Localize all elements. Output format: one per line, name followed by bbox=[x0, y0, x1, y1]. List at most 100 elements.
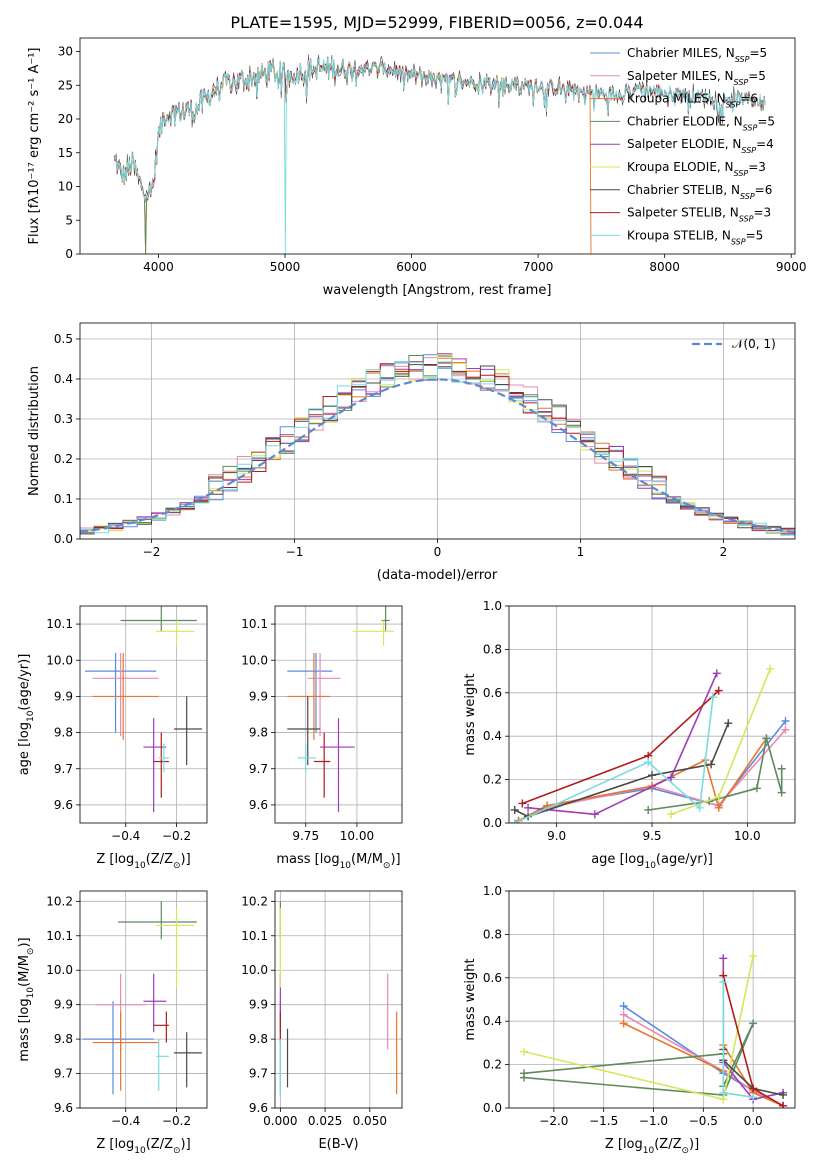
legend-label: Salpeter ELODIE, NSSP=4 bbox=[627, 137, 774, 155]
age-vs-mass-panel-frame bbox=[274, 605, 403, 824]
y-tick-label: 10.0 bbox=[241, 653, 268, 667]
weight-marker bbox=[519, 1069, 528, 1078]
weight-marker bbox=[714, 686, 723, 695]
x-tick-label: 2 bbox=[720, 545, 728, 559]
spectrum-ylabel: Flux [fλ10⁻¹⁷ erg cm⁻² s⁻¹ A⁻¹] bbox=[27, 48, 42, 245]
y-tick-label: 0.6 bbox=[483, 971, 502, 985]
x-tick-label: −0.2 bbox=[162, 1114, 191, 1128]
x-tick-label: 0.050 bbox=[353, 1114, 387, 1128]
mass-vs-EBV-panel-plot bbox=[279, 901, 398, 1098]
y-tick-label: 9.9 bbox=[54, 998, 73, 1012]
weight-marker bbox=[510, 805, 519, 814]
y-tick-label: 10 bbox=[58, 180, 73, 194]
mass-weight-vs-age-panel-plot bbox=[510, 664, 790, 823]
y-tick-label: 9.6 bbox=[54, 1101, 73, 1115]
y-tick-label: 1.0 bbox=[483, 599, 502, 613]
errorbar-kroupa-miles bbox=[287, 653, 331, 740]
weight-line bbox=[648, 738, 783, 811]
x-tick-label: 10.0 bbox=[734, 829, 761, 843]
y-tick-label: 9.7 bbox=[249, 762, 268, 776]
weight-marker bbox=[777, 764, 786, 773]
mass-vs-Z-panel-frame bbox=[79, 890, 208, 1109]
age-vs-Z-xlabel: Z [log10(Z/Z⊙)] bbox=[96, 852, 190, 871]
weight-series-salpeter-elodie bbox=[524, 669, 721, 819]
x-tick-label: −1.5 bbox=[589, 1114, 618, 1128]
mass-weight-vs-Z-panel: −2.0 −1.5 −1.0 −0.5 0.0 0.0 0.2 0.4 0.6 0.8 1.0 Z [… bbox=[463, 884, 796, 1156]
y-tick-label: 0.4 bbox=[54, 372, 73, 386]
age-vs-mass-panel: 9.75 10.00 9.6 9.7 9.8 9.9 10.0 10.1 mass [log10… bbox=[241, 605, 403, 871]
weight-marker bbox=[619, 1010, 628, 1019]
errorbar-chabrier-miles bbox=[82, 1001, 154, 1095]
legend-label: Kroupa MILES, NSSP=6 bbox=[627, 92, 758, 110]
y-tick-label: 30 bbox=[58, 45, 73, 59]
x-tick-label: −0.5 bbox=[689, 1114, 718, 1128]
weight-series-kroupa-elodie bbox=[519, 952, 758, 1104]
y-tick-label: 10.1 bbox=[46, 929, 73, 943]
spectrum-panel-frame bbox=[79, 37, 796, 255]
y-tick-label: 9.7 bbox=[54, 762, 73, 776]
mass-weight-vs-age-panel: 9.0 9.5 10.0 0.0 0.2 0.4 0.6 0.8 1.0 age [log10(a… bbox=[463, 599, 796, 871]
weight-series-kroupa-stelib bbox=[510, 693, 718, 823]
y-tick-label: 0.5 bbox=[54, 332, 73, 346]
y-tick-label: 0.4 bbox=[483, 1014, 502, 1028]
errorbar-kroupa-elodie bbox=[156, 620, 195, 646]
errorbar-salpeter-stelib bbox=[153, 1011, 169, 1043]
errorbar-salpeter-miles bbox=[307, 653, 341, 737]
weight-marker bbox=[524, 803, 533, 812]
age-vs-mass-panel-plot bbox=[287, 606, 394, 813]
weight-series-salpeter-stelib bbox=[518, 686, 723, 808]
y-tick-label: 9.7 bbox=[249, 1067, 268, 1081]
y-tick-label: 5 bbox=[65, 213, 73, 227]
y-tick-label: 0.8 bbox=[483, 642, 502, 656]
y-tick-label: 0.6 bbox=[483, 686, 502, 700]
y-tick-label: 9.8 bbox=[54, 726, 73, 740]
spectrum-series-kroupa-miles bbox=[114, 57, 592, 254]
y-tick-label: 9.6 bbox=[249, 798, 268, 812]
y-tick-label: 9.9 bbox=[249, 689, 268, 703]
errorbar-kroupa-stelib bbox=[158, 743, 169, 773]
errorbar-salpeter-elodie bbox=[320, 718, 355, 813]
mass-weight-vs-Z-ylabel: mass weight bbox=[463, 958, 478, 1040]
x-tick-label: 8000 bbox=[649, 260, 680, 274]
figure-title: PLATE=1595, MJD=52999, FIBERID=0056, z=0… bbox=[230, 13, 643, 32]
weight-marker bbox=[644, 805, 653, 814]
errorbar-salpeter-miles bbox=[92, 653, 159, 737]
legend-label: Chabrier ELODIE, NSSP=5 bbox=[627, 114, 775, 131]
x-tick-label: −1.0 bbox=[639, 1114, 668, 1128]
y-tick-label: 0.4 bbox=[483, 729, 502, 743]
weight-marker bbox=[779, 1101, 788, 1108]
errorbar-chabrier-elodie bbox=[120, 606, 197, 632]
x-tick-label: 6000 bbox=[396, 260, 427, 274]
y-tick-label: 9.7 bbox=[54, 1067, 73, 1081]
age-vs-Z-panel: −0.4 −0.2 9.6 9.7 9.8 9.9 10.0 10.1 Z [log10(Z/Z… bbox=[17, 605, 208, 871]
x-tick-label: 10.00 bbox=[340, 829, 374, 843]
y-tick-label: 20 bbox=[58, 112, 73, 126]
y-tick-label: 10.1 bbox=[241, 617, 268, 631]
mass-weight-vs-Z-panel-plot bbox=[519, 952, 788, 1108]
weight-marker bbox=[644, 758, 653, 767]
x-tick-label: 9000 bbox=[776, 260, 807, 274]
weight-marker bbox=[712, 669, 721, 678]
y-tick-label: 10.0 bbox=[46, 963, 73, 977]
errorbar-chabrier-miles bbox=[287, 653, 333, 733]
weight-series-chabrier-elodie bbox=[644, 734, 786, 814]
weight-marker bbox=[590, 810, 599, 819]
weight-marker bbox=[714, 792, 723, 801]
weight-marker bbox=[695, 803, 704, 812]
mass-weight-vs-Z-panel-grid bbox=[509, 890, 795, 1109]
x-tick-label: 9.5 bbox=[642, 829, 661, 843]
legend-label: Chabrier MILES, NSSP=5 bbox=[627, 46, 767, 64]
x-tick-label: −0.2 bbox=[162, 829, 191, 843]
residual-panel: −2 −1 0 1 2 0.0 0.1 0.2 0.3 0.4 0.5 𝒩(0, 1) (data-mo… bbox=[27, 322, 796, 583]
y-tick-label: 15 bbox=[58, 146, 73, 160]
mass-weight-vs-Z-xlabel: Z [log10(Z/Z⊙)] bbox=[605, 1137, 699, 1156]
legend-label: Chabrier STELIB, NSSP=6 bbox=[627, 183, 772, 201]
errorbar-salpeter-elodie bbox=[143, 718, 167, 813]
weight-marker bbox=[714, 803, 723, 812]
x-tick-label: 9.75 bbox=[292, 829, 319, 843]
x-tick-label: 7000 bbox=[523, 260, 554, 274]
y-tick-label: 1.0 bbox=[483, 884, 502, 898]
weight-marker bbox=[762, 734, 771, 743]
weight-marker bbox=[667, 773, 676, 782]
spectrum-xlabel: wavelength [Angstrom, rest frame] bbox=[323, 283, 552, 298]
